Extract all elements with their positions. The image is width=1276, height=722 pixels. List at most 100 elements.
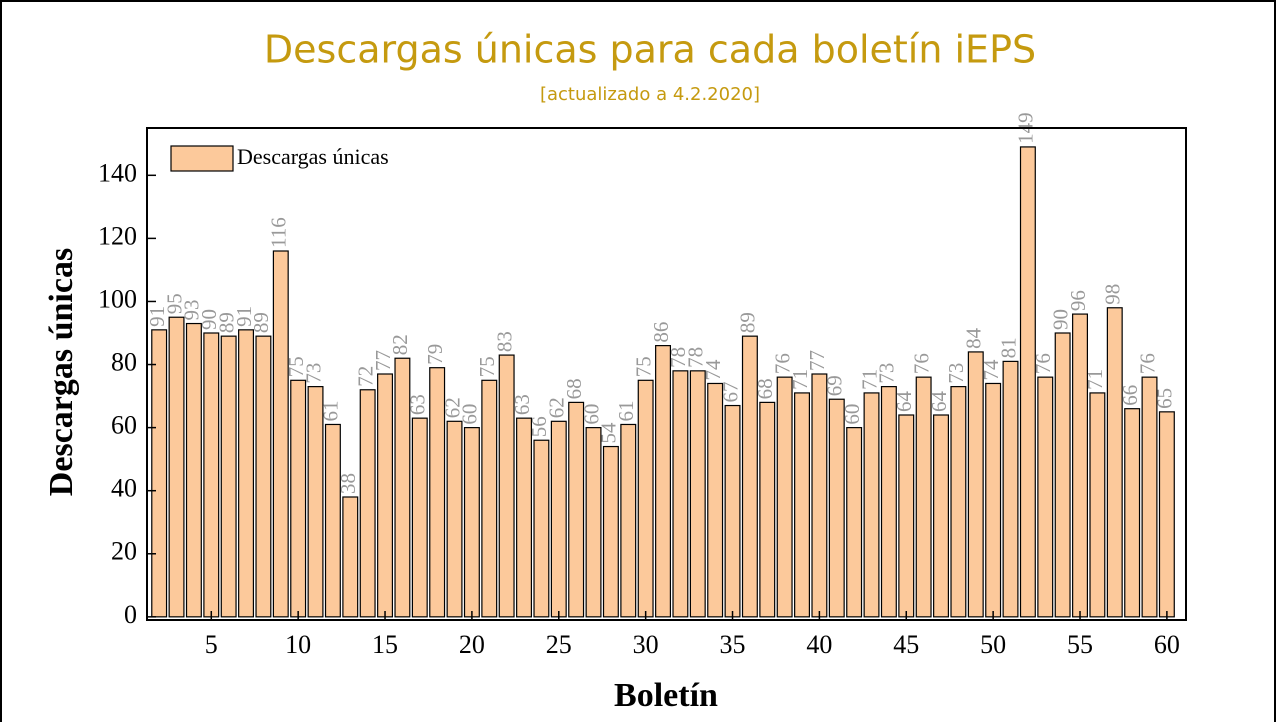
- bar: [672, 370, 689, 618]
- bar: [620, 423, 637, 618]
- value-label: 71: [788, 369, 812, 390]
- bar: [637, 379, 654, 618]
- bar: [1054, 332, 1071, 618]
- bar: [342, 496, 359, 618]
- x-tick-label: 25: [546, 630, 572, 659]
- bar: [602, 445, 619, 618]
- bar: [255, 335, 272, 618]
- bar: [272, 250, 289, 618]
- value-label: 76: [770, 353, 794, 374]
- value-label: 76: [1135, 353, 1159, 374]
- value-label: 67: [718, 382, 742, 403]
- x-tick-label: 60: [1154, 630, 1180, 659]
- x-tick-label: 15: [372, 630, 398, 659]
- x-tick-label: 5: [205, 630, 218, 659]
- bar: [811, 373, 828, 618]
- bar: [151, 329, 168, 618]
- x-tick-label: 40: [806, 630, 832, 659]
- bar: [1072, 313, 1088, 618]
- value-label: 61: [319, 400, 343, 421]
- bar: [759, 401, 776, 618]
- y-tick-label: 20: [111, 537, 137, 566]
- x-axis-label: Boletín: [614, 677, 718, 714]
- bar: [324, 423, 341, 618]
- y-tick-label: 120: [98, 221, 137, 250]
- value-label: 72: [353, 366, 377, 387]
- bar: [168, 316, 185, 618]
- value-label: 56: [527, 416, 551, 437]
- bar: [655, 345, 672, 618]
- y-tick-label: 40: [111, 474, 137, 503]
- bar: [481, 379, 498, 618]
- y-axis-label: Descargas únicas: [43, 248, 80, 496]
- bar: [985, 382, 1002, 618]
- bar: [238, 329, 255, 618]
- value-label: 68: [562, 378, 586, 399]
- value-label: 63: [406, 394, 430, 415]
- value-label: 75: [284, 356, 308, 377]
- value-label: 79: [423, 344, 447, 365]
- bar: [463, 427, 480, 618]
- x-tick-label: 55: [1067, 630, 1093, 659]
- value-label: 89: [249, 312, 273, 333]
- value-label: 64: [892, 391, 916, 413]
- x-tick-label: 50: [980, 630, 1006, 659]
- bar: [185, 322, 202, 618]
- value-label: 91: [145, 306, 169, 327]
- bar: [394, 357, 411, 618]
- bar: [1002, 360, 1019, 618]
- value-label: 60: [579, 404, 603, 425]
- bar: [898, 414, 915, 618]
- value-label: 73: [875, 363, 899, 384]
- value-label: 83: [492, 331, 516, 352]
- value-label: 93: [180, 300, 204, 321]
- value-label: 76: [909, 353, 933, 374]
- value-label: 68: [753, 378, 777, 399]
- value-label: 60: [458, 404, 482, 425]
- bar: [707, 382, 724, 618]
- value-label: 75: [475, 356, 499, 377]
- bar: [741, 335, 758, 618]
- x-tick-label: 20: [459, 630, 485, 659]
- bar: [498, 354, 515, 618]
- value-label: 65: [1153, 388, 1177, 409]
- bar: [724, 404, 741, 618]
- bar: [411, 417, 428, 618]
- bar: [863, 392, 880, 618]
- chart-subtitle: [actualizado a 4.2.2020]: [540, 84, 760, 105]
- value-label: 75: [631, 356, 655, 377]
- legend-label: Descargas únicas: [237, 144, 389, 169]
- value-label: 74: [979, 359, 1003, 381]
- value-label: 54: [597, 422, 621, 444]
- bar: [880, 386, 897, 618]
- value-label: 78: [666, 347, 690, 368]
- bar: [359, 389, 376, 618]
- bar: [776, 376, 793, 618]
- bar: [290, 379, 307, 618]
- value-label: 77: [805, 350, 829, 371]
- x-tick-label: 10: [285, 630, 311, 659]
- bar: [1124, 408, 1141, 618]
- chart-title: Descargas únicas para cada boletín iEPS: [264, 28, 1036, 72]
- bar: [1141, 376, 1158, 618]
- y-tick-label: 60: [111, 411, 137, 440]
- value-label: 60: [840, 404, 864, 425]
- value-label: 89: [736, 312, 760, 333]
- value-label: 82: [388, 334, 412, 355]
- bar: [1019, 146, 1036, 618]
- bar: [550, 420, 567, 618]
- legend-swatch: [170, 145, 234, 172]
- bar: [915, 376, 932, 618]
- bar: [220, 335, 237, 618]
- bar: [1158, 411, 1175, 618]
- value-label: 81: [996, 337, 1020, 358]
- x-tick-label: 35: [720, 630, 746, 659]
- bar: [307, 386, 324, 618]
- bar: [446, 420, 463, 618]
- bar: [429, 367, 446, 618]
- y-tick-label: 140: [98, 158, 137, 187]
- value-label: 84: [962, 327, 986, 349]
